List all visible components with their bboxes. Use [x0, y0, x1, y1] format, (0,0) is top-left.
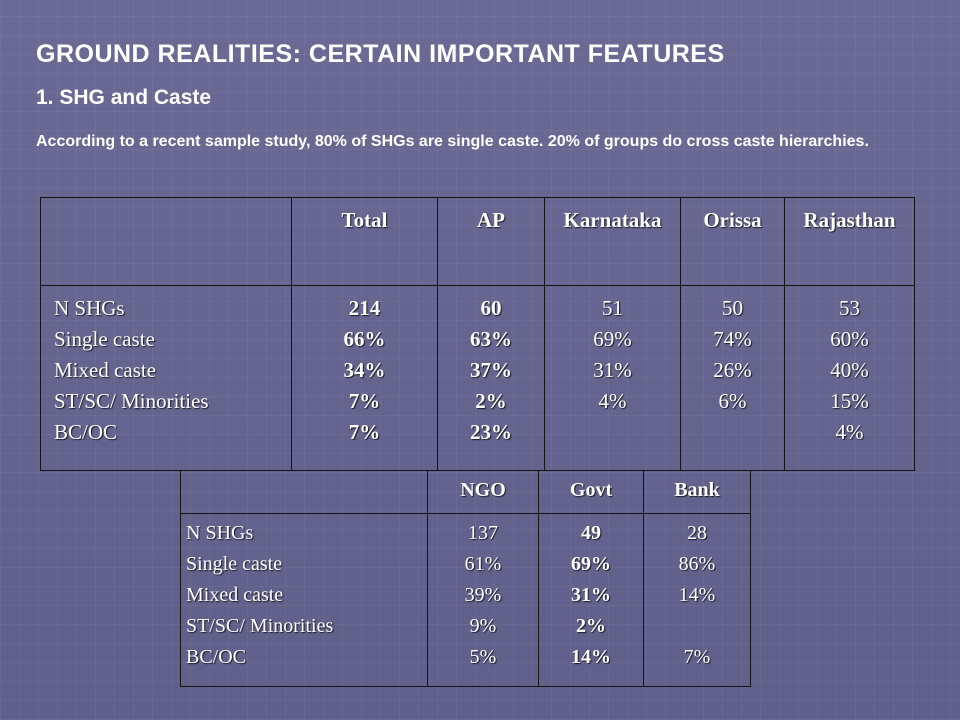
bank-single-caste: 86%	[678, 553, 716, 575]
rajasthan-st-sc-minorities: 15%	[830, 389, 869, 413]
row-label-st-sc-minorities: ST/SC/ Minorities	[186, 615, 334, 637]
section-subtitle: 1. SHG and Caste	[36, 86, 212, 109]
orissa-mixed-caste: 26%	[713, 358, 752, 382]
govt-bc-oc: 14%	[571, 646, 611, 668]
karnataka-single-caste: 69%	[593, 327, 632, 351]
govt-single-caste: 69%	[571, 553, 611, 575]
header-cell-govt: Govt	[538, 470, 644, 514]
row-label-mixed-caste: Mixed caste	[186, 584, 284, 606]
table-header-row: NGO Govt Bank	[180, 470, 751, 514]
ngo-mixed-caste: 39%	[464, 584, 502, 606]
rajasthan-single-caste: 60%	[830, 327, 869, 351]
header-cell-ngo: NGO	[427, 470, 539, 514]
header-cell-total: Total	[291, 197, 438, 286]
govt-values-cell: 49 69% 31% 2% 14%	[538, 513, 644, 687]
orissa-single-caste: 74%	[713, 327, 752, 351]
row-label-single-caste: Single caste	[186, 553, 283, 575]
rajasthan-n-shgs: 53	[839, 296, 860, 320]
ap-bc-oc: 23%	[470, 420, 512, 444]
total-single-caste: 66%	[343, 327, 386, 351]
bank-n-shgs: 28	[687, 522, 707, 544]
row-label-n-shgs: N SHGs	[186, 522, 254, 544]
row-label-bc-oc: BC/OC	[54, 420, 118, 444]
orissa-n-shgs: 50	[722, 296, 743, 320]
ap-st-sc-minorities: 2%	[475, 389, 507, 413]
ngo-single-caste: 61%	[464, 553, 502, 575]
row-label-st-sc-minorities: ST/SC/ Minorities	[54, 389, 209, 413]
intro-paragraph: According to a recent sample study, 80% …	[36, 133, 869, 150]
bank-bc-oc: 7%	[683, 646, 711, 668]
govt-n-shgs: 49	[581, 522, 601, 544]
table-row: N SHGs Single caste Mixed caste ST/SC/ M…	[180, 513, 751, 687]
total-values-cell: 214 66% 34% 7% 7%	[291, 285, 438, 471]
row-labels-cell: N SHGs Single caste Mixed caste ST/SC/ M…	[40, 285, 292, 471]
total-n-shgs: 214	[348, 296, 381, 320]
total-mixed-caste: 34%	[343, 358, 386, 382]
ngo-st-sc-minorities: 9%	[469, 615, 497, 637]
karnataka-mixed-caste: 31%	[593, 358, 632, 382]
row-label-n-shgs: N SHGs	[54, 296, 125, 320]
header-cell-karnataka: Karnataka	[544, 197, 681, 286]
bank-values-cell: 28 86% 14% 7%	[643, 513, 751, 687]
table-row: N SHGs Single caste Mixed caste ST/SC/ M…	[40, 285, 915, 471]
header-cell-ap: AP	[437, 197, 545, 286]
page-title: GROUND REALITIES: CERTAIN IMPORTANT FEAT…	[36, 40, 725, 68]
ngo-values-cell: 137 61% 39% 9% 5%	[427, 513, 539, 687]
orissa-st-sc-minorities: 6%	[718, 389, 747, 413]
ap-mixed-caste: 37%	[470, 358, 512, 382]
header-cell-bank: Bank	[643, 470, 751, 514]
ngo-bc-oc: 5%	[469, 646, 497, 668]
govt-mixed-caste: 31%	[571, 584, 611, 606]
rajasthan-mixed-caste: 40%	[830, 358, 869, 382]
caste-by-state-table: Total AP Karnataka Orissa Rajasthan N SH…	[40, 197, 915, 471]
table-header-row: Total AP Karnataka Orissa Rajasthan	[40, 197, 915, 286]
ap-n-shgs: 60	[480, 296, 502, 320]
header-cell-blank	[180, 470, 428, 514]
orissa-values-cell: 50 74% 26% 6%	[680, 285, 785, 471]
bank-st-sc-minorities	[644, 611, 750, 642]
karnataka-st-sc-minorities: 4%	[598, 389, 627, 413]
rajasthan-bc-oc: 4%	[835, 420, 864, 444]
ap-single-caste: 63%	[470, 327, 512, 351]
rajasthan-values-cell: 53 60% 40% 15% 4%	[784, 285, 915, 471]
govt-st-sc-minorities: 2%	[576, 615, 606, 637]
row-labels-cell: N SHGs Single caste Mixed caste ST/SC/ M…	[180, 513, 428, 687]
header-cell-rajasthan: Rajasthan	[784, 197, 915, 286]
total-st-sc-minorities: 7%	[348, 389, 381, 413]
row-label-mixed-caste: Mixed caste	[54, 358, 157, 382]
bank-mixed-caste: 14%	[678, 584, 716, 606]
header-cell-blank	[40, 197, 292, 286]
ngo-n-shgs: 137	[468, 522, 498, 544]
total-bc-oc: 7%	[348, 420, 381, 444]
caste-by-agency-table: NGO Govt Bank N SHGs Single caste Mixed …	[180, 470, 751, 687]
karnataka-values-cell: 51 69% 31% 4%	[544, 285, 681, 471]
karnataka-n-shgs: 51	[602, 296, 623, 320]
header-cell-orissa: Orissa	[680, 197, 785, 286]
row-label-bc-oc: BC/OC	[186, 646, 247, 668]
row-label-single-caste: Single caste	[54, 327, 155, 351]
ap-values-cell: 60 63% 37% 2% 23%	[437, 285, 545, 471]
